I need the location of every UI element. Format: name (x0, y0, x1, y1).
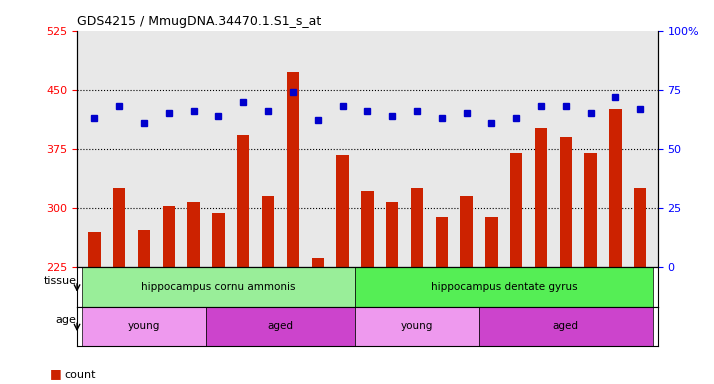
Text: aged: aged (553, 321, 579, 331)
Bar (386, 202, 398, 267)
Bar (486, 217, 498, 267)
Bar (585, 153, 597, 267)
FancyBboxPatch shape (355, 306, 479, 346)
Bar (361, 190, 373, 267)
Bar (113, 188, 126, 267)
Bar (634, 188, 646, 267)
Bar (89, 232, 101, 267)
Bar (336, 155, 348, 267)
Bar (138, 230, 150, 267)
Text: hippocampus cornu ammonis: hippocampus cornu ammonis (141, 282, 296, 292)
Bar (188, 202, 200, 267)
Text: GDS4215 / MmugDNA.34470.1.S1_s_at: GDS4215 / MmugDNA.34470.1.S1_s_at (77, 15, 321, 28)
Bar (609, 109, 622, 267)
Text: ■: ■ (50, 381, 61, 384)
Text: ■: ■ (50, 367, 61, 380)
Bar (436, 217, 448, 267)
Bar (535, 127, 547, 267)
Bar (287, 72, 299, 267)
Text: tissue: tissue (44, 276, 76, 286)
FancyBboxPatch shape (82, 306, 206, 346)
Bar (212, 214, 225, 267)
Text: hippocampus dentate gyrus: hippocampus dentate gyrus (431, 282, 577, 292)
FancyBboxPatch shape (355, 267, 653, 306)
Text: aged: aged (268, 321, 293, 331)
FancyBboxPatch shape (82, 267, 355, 306)
FancyBboxPatch shape (206, 306, 355, 346)
Text: young: young (128, 321, 160, 331)
Text: count: count (64, 370, 96, 380)
Text: young: young (401, 321, 433, 331)
Bar (262, 196, 274, 267)
Text: age: age (56, 315, 76, 325)
Bar (237, 136, 249, 267)
Bar (560, 137, 572, 267)
Bar (461, 196, 473, 267)
Bar (311, 258, 324, 267)
Bar (411, 188, 423, 267)
Bar (510, 153, 523, 267)
FancyBboxPatch shape (479, 306, 653, 346)
Bar (163, 206, 175, 267)
